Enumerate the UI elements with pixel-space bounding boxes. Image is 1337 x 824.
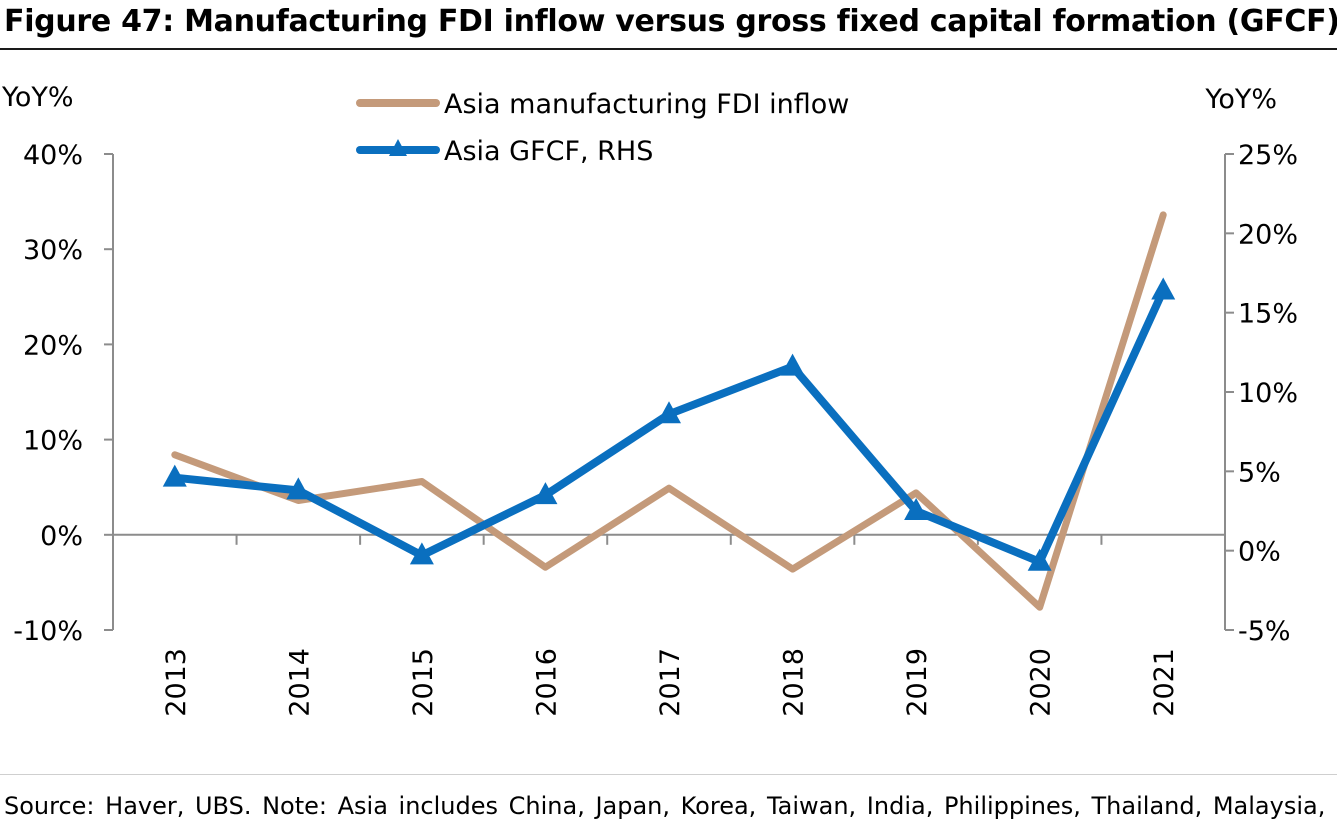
source-divider: [0, 774, 1337, 775]
x-axis-category-label: 2019: [902, 648, 933, 717]
data-point-marker: [1151, 277, 1176, 300]
series-line-gfcf: [170, 286, 1168, 566]
right-axis-tick-label: 25%: [1238, 140, 1298, 171]
data-point-marker: [904, 498, 929, 520]
right-axis-tick-label: 0%: [1238, 537, 1281, 568]
data-point-marker: [1027, 548, 1052, 571]
x-axis-category-label: 2021: [1149, 648, 1180, 717]
legend-label-fdi: Asia manufacturing FDI inflow: [444, 89, 849, 120]
right-axis-tick-label: 20%: [1238, 219, 1298, 250]
left-axis-tick-label: 10%: [23, 426, 83, 457]
left-axis-tick-label: -10%: [13, 616, 83, 647]
chart-canvas: -10% 0% 10% 20% 30% 40% YoY% -5% 0% 5% 10% 15% 20% 25…: [1, 82, 1298, 717]
source-note: Source: Haver, UBS. Note: Asia includes …: [4, 792, 1326, 820]
data-point-marker: [780, 353, 805, 376]
left-axis-tick-label: 30%: [23, 235, 83, 266]
data-point-marker: [286, 477, 311, 500]
legend: Asia manufacturing FDI inflow Asia GFCF, …: [356, 89, 849, 167]
right-axis-tick-label: 15%: [1238, 299, 1298, 330]
x-axis-category-label: 2013: [161, 648, 192, 717]
left-axis-tick-label: 20%: [23, 330, 83, 361]
axes: -10% 0% 10% 20% 30% 40% YoY% -5% 0% 5% 10% 15% 20% 25…: [1, 82, 1298, 717]
x-axis-category-label: 2020: [1026, 648, 1057, 717]
left-axis-tick-label: 0%: [40, 521, 83, 552]
data-point-marker: [162, 464, 187, 487]
data-point-marker: [409, 542, 434, 565]
data-point-marker: [657, 401, 681, 424]
data-point-marker: [533, 482, 558, 505]
left-axis-tick-label: 40%: [23, 140, 83, 171]
series-line-fdi: [171, 211, 1167, 611]
x-axis-category-label: 2015: [408, 648, 439, 717]
legend-label-gfcf: Asia GFCF, RHS: [444, 136, 653, 167]
x-axis-category-label: 2014: [284, 648, 315, 717]
x-axis-category-label: 2017: [655, 648, 686, 717]
right-axis-unit-label: YoY%: [1204, 84, 1277, 115]
legend-marker: [389, 139, 407, 156]
title-divider: [0, 48, 1337, 50]
x-axis-category-label: 2018: [779, 648, 810, 717]
right-axis-tick-label: 10%: [1238, 378, 1298, 409]
x-axis-category-label: 2016: [531, 648, 562, 717]
right-axis-tick-label: -5%: [1238, 616, 1291, 647]
right-axis-tick-label: 5%: [1238, 457, 1281, 488]
left-axis-unit-label: YoY%: [1, 82, 74, 113]
chart-title: Figure 47: Manufacturing FDI inflow vers…: [4, 4, 1337, 39]
series-layer: [162, 211, 1176, 611]
